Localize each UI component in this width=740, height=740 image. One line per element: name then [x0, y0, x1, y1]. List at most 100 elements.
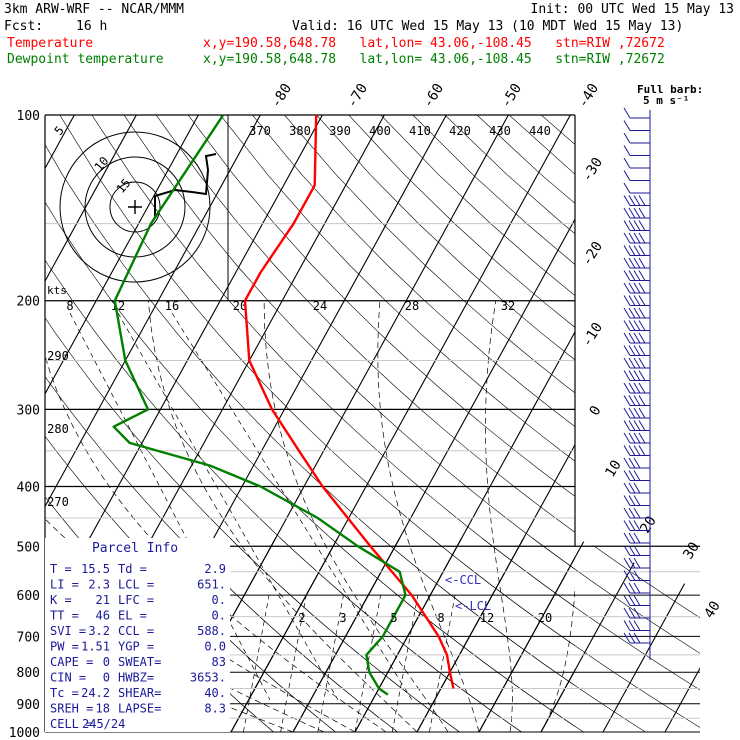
pressure-tick-label: 700 — [17, 630, 40, 645]
dry-adiabat-line — [508, 115, 575, 175]
parcel-param-name: SVI = — [50, 624, 86, 638]
parcel-param-name: Tc = — [50, 686, 79, 700]
parcel-param-value: 18 — [96, 702, 110, 716]
wind-legend-unit: 5 m s⁻¹ — [643, 94, 689, 107]
isotherm-label: 40 — [701, 598, 724, 621]
wind-barb — [623, 395, 650, 406]
wind-barb — [623, 495, 650, 506]
wind-barb — [623, 582, 650, 594]
wind-barb — [623, 245, 650, 256]
parcel-param-name: T = — [50, 562, 72, 576]
dry-adiabat-label: 270 — [47, 495, 69, 509]
parcel-param-value: 651. — [197, 578, 226, 592]
dry-adiabat-label: 380 — [289, 124, 311, 138]
parcel-param-value: 0.0 — [204, 640, 226, 654]
wind-barb — [623, 457, 650, 469]
isotherm-line — [230, 538, 571, 732]
pressure-tick-label: 200 — [17, 295, 40, 310]
pressure-tick-label: 800 — [17, 666, 40, 681]
wind-barb — [623, 107, 650, 119]
wind-barb — [623, 632, 650, 644]
ccl-marker-label: <-CCL — [445, 573, 481, 587]
parcel-param-value: 8.3 — [204, 702, 226, 716]
wind-barb — [623, 145, 650, 156]
dry-adiabat-line — [476, 538, 700, 732]
mixing-ratio-label: 12 — [480, 611, 494, 625]
parcel-param-value: 0 — [103, 671, 110, 685]
dry-adiabat-label: 390 — [329, 124, 351, 138]
dry-adiabat-line — [380, 115, 575, 296]
forecast-hour: 16 h — [76, 19, 108, 34]
wind-barb — [623, 507, 650, 519]
wind-barb — [623, 445, 650, 456]
dry-adiabat-label: 430 — [489, 124, 511, 138]
mixing-ratio-label: 3 — [339, 611, 346, 625]
isotherm-line — [478, 556, 575, 732]
pressure-tick-label: 900 — [17, 698, 40, 713]
temperature-profile-line — [243, 114, 455, 689]
temperature-legend: Temperature — [7, 36, 94, 51]
parcel-info-title: Parcel Info — [92, 541, 178, 556]
isotherm-line — [416, 538, 700, 732]
hodograph-speed-label: 32 — [501, 299, 515, 313]
parcel-param-name: K = — [50, 593, 72, 607]
wind-barb — [623, 345, 650, 356]
wind-barb — [623, 407, 650, 419]
forecast-label: Fcst: — [4, 19, 44, 34]
isotherm-label: -10 — [579, 320, 606, 350]
hodograph-ring — [109, 181, 161, 233]
isotherm-line — [0, 115, 12, 732]
hodograph-trace — [154, 153, 217, 218]
parcel-param-name: CELL = — [50, 717, 93, 731]
wind-barb — [623, 182, 650, 194]
parcel-param-name: CCL = — [118, 624, 154, 638]
isotherm-line — [727, 115, 740, 732]
parcel-param-name: LCL = — [118, 578, 154, 592]
dry-adiabat-label: 280 — [47, 422, 69, 436]
wind-barb — [623, 282, 650, 294]
parcel-param-name: SWEAT= — [118, 655, 161, 669]
parcel-param-value: 3.2 — [88, 624, 110, 638]
isotherm-label: 10 — [602, 457, 625, 480]
parcel-param-name: EL = — [118, 609, 147, 623]
dry-adiabat-line — [508, 538, 700, 732]
isotherm-label: -40 — [575, 81, 602, 111]
isotherm-label: -70 — [344, 81, 371, 111]
speed-guide-line — [171, 312, 413, 701]
wind-barb — [623, 570, 650, 581]
hodograph-speed-label: 16 — [165, 299, 179, 313]
wind-barb — [623, 532, 650, 544]
isotherm-line — [664, 538, 700, 732]
parcel-param-value: 245/24 — [82, 717, 125, 731]
wind-barb — [623, 557, 650, 569]
parcel-param-value: 46 — [96, 609, 110, 623]
mixing-ratio-label: 5 — [390, 611, 397, 625]
wind-barb — [623, 482, 650, 494]
isotherm-line — [45, 115, 137, 283]
isotherm-label: -60 — [420, 81, 447, 111]
dry-adiabat-line — [476, 115, 575, 204]
wind-barb — [623, 157, 650, 169]
isotherm-label: 30 — [680, 539, 703, 562]
pressure-tick-label: 1000 — [9, 726, 40, 740]
parcel-param-name: CIN = — [50, 671, 86, 685]
lcl-marker-label: <-LCL — [455, 599, 491, 613]
pressure-tick-label: 300 — [17, 403, 40, 418]
parcel-param-name: LAPSE= — [118, 702, 161, 716]
wind-barb — [623, 357, 650, 369]
parcel-param-name: Td = — [118, 562, 147, 576]
isotherm-label: 20 — [637, 513, 660, 536]
parcel-param-name: LFC = — [118, 593, 154, 607]
dry-adiabat-label: 410 — [409, 124, 431, 138]
parcel-param-value: 3653. — [190, 671, 226, 685]
parcel-param-value: 0 — [103, 655, 110, 669]
isotherm-label: -80 — [268, 81, 295, 111]
wind-legend-title: Full barb: — [637, 83, 703, 96]
wind-barb — [623, 132, 650, 144]
parcel-param-value: 21 — [96, 593, 110, 607]
parcel-info-panel: Parcel Info T = 15.5 Td = 2.9 LI = 2.3 LCL = 651… — [45, 538, 230, 732]
init-time: Init: 00 UTC Wed 15 May 13 — [530, 2, 735, 17]
temperature-location: x,y=190.58,648.78 lat,lon= 43.06,-108.45… — [203, 36, 665, 51]
wind-barb — [623, 520, 650, 531]
parcel-param-name: SHEAR= — [118, 686, 161, 700]
